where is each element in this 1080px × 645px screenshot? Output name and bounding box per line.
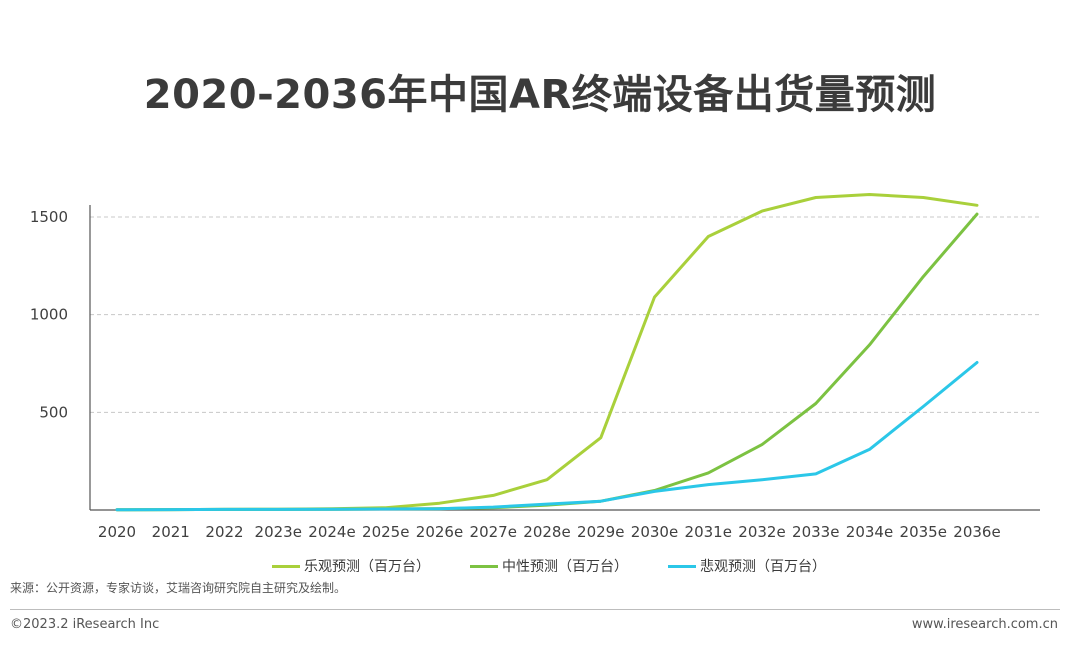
y-axis-ticks: 500 1000 1500	[30, 208, 68, 421]
series-line-1	[115, 193, 979, 512]
x-tick-label: 2025e	[362, 523, 409, 541]
x-tick-label: 2036e	[953, 523, 1000, 541]
chart-title: 2020-2036年中国AR终端设备出货量预测	[143, 72, 937, 118]
chart-legend: 乐观预测（百万台） 中性预测（百万台） 悲观预测（百万台）	[0, 556, 1080, 576]
series-line-2	[115, 212, 979, 512]
y-tick-label: 1500	[30, 208, 68, 226]
x-tick-label: 2034e	[846, 523, 893, 541]
legend-item-1: 乐观预测（百万台）	[254, 556, 430, 576]
x-tick-label: 2030e	[631, 523, 678, 541]
x-tick-label: 2026e	[416, 523, 463, 541]
legend-label: 悲观预测（百万台）	[700, 559, 826, 575]
x-tick-label: 2028e	[523, 523, 570, 541]
legend-label: 乐观预测（百万台）	[304, 559, 430, 575]
source-note: 来源：公开资源，专家访谈，艾瑞咨询研究院自主研究及绘制。	[10, 581, 347, 595]
footer-divider	[10, 609, 1060, 610]
legend-label: 中性预测（百万台）	[502, 559, 628, 575]
copyright-text: ©2023.2 iResearch Inc	[10, 617, 160, 632]
y-tick-label: 500	[39, 403, 68, 421]
x-tick-label: 2024e	[308, 523, 355, 541]
series-line-3	[115, 361, 979, 512]
legend-swatch	[272, 564, 300, 568]
y-tick-label: 1000	[30, 306, 68, 324]
legend-item-3: 悲观预测（百万台）	[650, 556, 826, 576]
x-tick-label: 2022	[205, 523, 243, 541]
x-tick-label: 2029e	[577, 523, 624, 541]
x-tick-label: 2033e	[792, 523, 839, 541]
x-tick-label: 2035e	[900, 523, 947, 541]
x-tick-label: 2027e	[470, 523, 517, 541]
website-link[interactable]: www.iresearch.com.cn	[911, 617, 1058, 632]
legend-swatch	[470, 564, 498, 568]
x-tick-label: 2023e	[255, 523, 302, 541]
x-tick-label: 2020	[98, 523, 136, 541]
legend-swatch	[668, 564, 696, 568]
series-lines	[115, 193, 979, 512]
legend-item-2: 中性预测（百万台）	[452, 556, 628, 576]
grid-lines	[90, 216, 1040, 413]
x-tick-label: 2032e	[738, 523, 785, 541]
x-tick-label: 2031e	[685, 523, 732, 541]
x-axis-ticks: 2020 2021 2022 2023e 2024e 2025e 2026e 2027e 202…	[98, 523, 1001, 541]
x-tick-label: 2021	[152, 523, 190, 541]
